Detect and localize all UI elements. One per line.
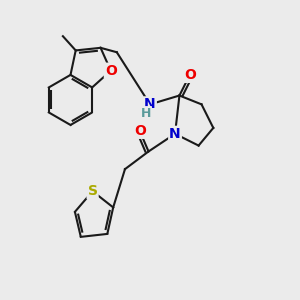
Text: S: S [88, 184, 98, 198]
Text: H: H [141, 107, 152, 120]
Text: N: N [144, 98, 156, 111]
Text: N: N [169, 127, 181, 141]
Text: O: O [184, 68, 196, 82]
Text: O: O [105, 64, 117, 78]
Text: O: O [134, 124, 146, 138]
